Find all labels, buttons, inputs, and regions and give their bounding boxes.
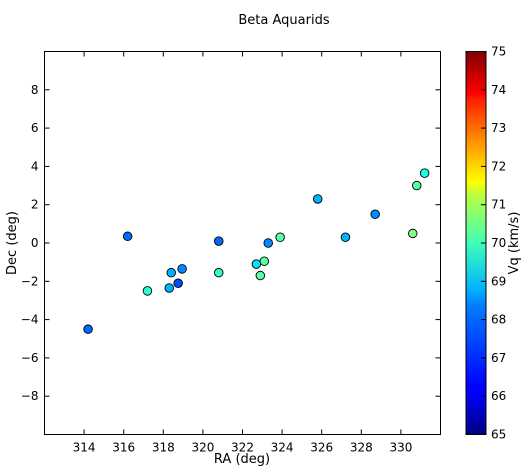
x-tick-label: 330 xyxy=(389,441,412,455)
colorbar-tick-label: 68 xyxy=(491,313,506,327)
x-axis-label: RA (deg) xyxy=(214,452,270,466)
colorbar-tick-label: 72 xyxy=(491,159,506,173)
data-point xyxy=(213,236,224,246)
x-axis: 314 316 318 320 322 324 326 328 330 xyxy=(73,51,412,455)
data-point xyxy=(173,278,183,288)
data-point xyxy=(122,231,133,242)
data-point xyxy=(166,267,176,278)
colorbar-tick-label: 73 xyxy=(491,121,506,135)
data-point xyxy=(164,283,174,293)
y-tick-label: 8 xyxy=(31,83,39,97)
data-point xyxy=(275,232,285,243)
data-point xyxy=(411,180,422,191)
y-axis: −8 −6 −4 −2 0 2 4 6 8 xyxy=(21,83,441,403)
data-point xyxy=(251,259,262,269)
colorbar-axis: 65 66 67 68 69 70 71 72 73 74 75 xyxy=(481,45,506,442)
plot-frame xyxy=(44,51,441,435)
colorbar-tick-label: 65 xyxy=(491,428,506,442)
x-tick-label: 328 xyxy=(350,441,373,455)
colorbar-label: Vq (km/s) xyxy=(507,212,521,275)
data-points xyxy=(83,168,430,334)
y-tick-label: 2 xyxy=(31,198,39,212)
data-point xyxy=(255,270,266,281)
y-tick-label: −6 xyxy=(21,351,39,365)
data-point xyxy=(263,238,273,248)
y-tick-label: −4 xyxy=(21,313,39,327)
x-tick-label: 314 xyxy=(73,441,96,455)
x-tick-label: 326 xyxy=(310,441,333,455)
x-tick-label: 320 xyxy=(191,441,214,455)
x-tick-label: 324 xyxy=(271,441,294,455)
colorbar-tick-label: 70 xyxy=(491,236,506,250)
x-tick-label: 318 xyxy=(152,441,175,455)
x-tick-label: 322 xyxy=(231,441,254,455)
data-point xyxy=(213,267,224,278)
x-tick-label: 316 xyxy=(112,441,135,455)
colorbar-tick-label: 75 xyxy=(491,45,506,59)
colorbar-tick-label: 66 xyxy=(491,389,506,403)
colorbar-tick-label: 69 xyxy=(491,274,506,288)
y-tick-label: 6 xyxy=(31,121,39,135)
data-point xyxy=(83,324,93,334)
data-point xyxy=(177,264,187,274)
data-point xyxy=(312,194,323,204)
data-point xyxy=(419,168,430,178)
y-tick-label: −2 xyxy=(21,274,39,288)
data-point xyxy=(259,256,270,266)
y-axis-label: Dec (deg) xyxy=(5,211,20,275)
colorbar-tick-label: 74 xyxy=(491,83,506,97)
data-point xyxy=(340,232,351,243)
y-tick-label: 0 xyxy=(31,236,39,250)
colorbar-tick-label: 71 xyxy=(491,198,506,212)
data-point xyxy=(370,209,380,220)
data-point xyxy=(142,286,153,296)
data-point xyxy=(408,228,418,239)
chart-title: Beta Aquarids xyxy=(238,13,329,28)
y-tick-label: −8 xyxy=(21,389,39,403)
y-tick-label: 4 xyxy=(31,159,39,173)
colorbar-tick-label: 67 xyxy=(491,351,506,365)
